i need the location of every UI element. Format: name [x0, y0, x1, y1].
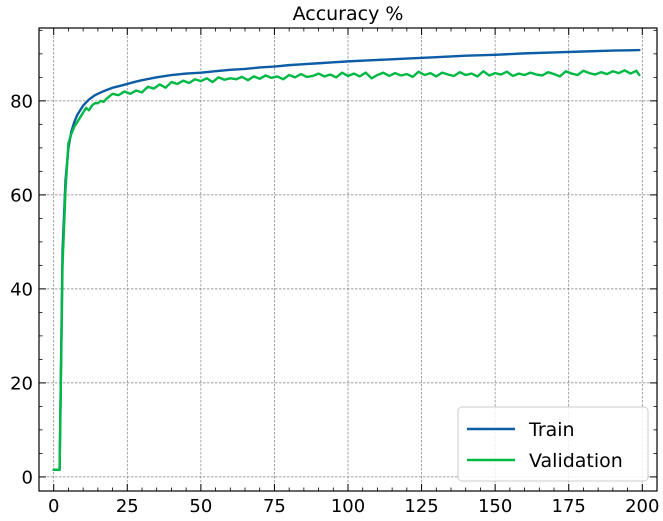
legend-box	[457, 406, 649, 482]
x-tick-label: 75	[263, 496, 286, 517]
series-layer	[52, 48, 641, 472]
y-tick-label: 20	[10, 373, 33, 394]
y-tick-label: 80	[10, 91, 33, 112]
x-tick-label: 25	[116, 496, 139, 517]
y-tick-label: 0	[22, 467, 33, 488]
series-line-validation	[52, 69, 641, 472]
x-tick-label: 200	[625, 496, 659, 517]
x-tick-label: 125	[404, 496, 438, 517]
x-tick-label: 150	[478, 496, 512, 517]
series-line-train	[52, 48, 641, 472]
chart-title: Accuracy %	[293, 3, 404, 25]
tick-labels: 0 25 50 75 100 125 150 175 200 0 20 40 60 80	[10, 91, 659, 517]
x-tick-label: 100	[331, 496, 365, 517]
y-tick-label: 60	[10, 185, 33, 206]
x-tick-label: 175	[552, 496, 586, 517]
legend: Train Validation	[457, 406, 649, 482]
x-tick-label: 0	[48, 496, 59, 517]
legend-label-validation: Validation	[529, 450, 623, 472]
axis-ticks	[38, 28, 658, 491]
legend-label-train: Train	[528, 419, 575, 441]
x-tick-label: 50	[189, 496, 212, 517]
y-tick-label: 40	[10, 279, 33, 300]
